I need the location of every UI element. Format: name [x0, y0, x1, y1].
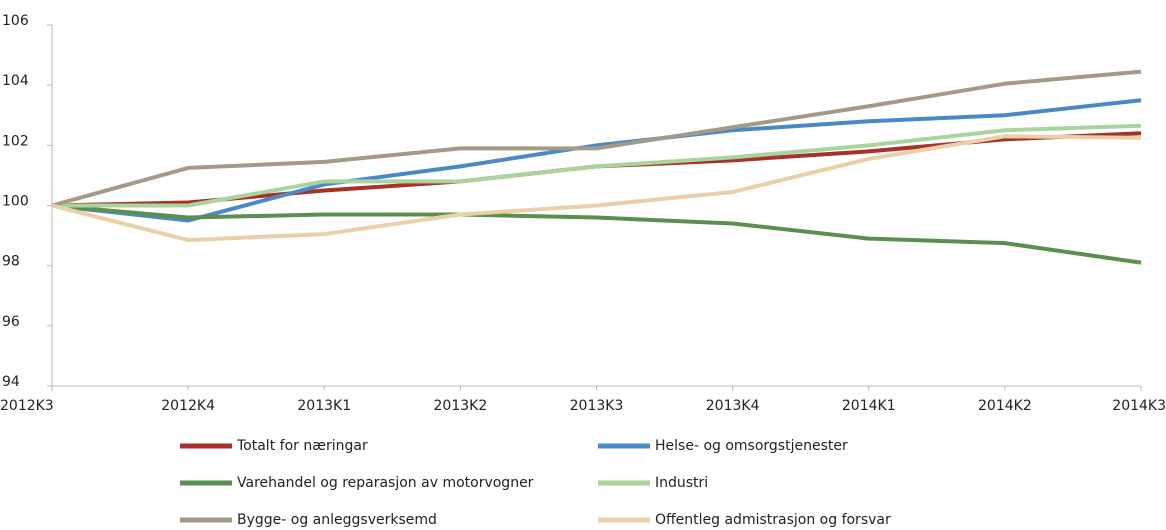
y-tick-label: 106 [2, 13, 29, 29]
legend-label: Helse- og omsorgstjenester [655, 438, 848, 454]
x-tick-label: 2013K2 [434, 398, 488, 414]
x-tick-label: 2013K1 [297, 398, 351, 414]
series-line [51, 203, 1142, 265]
series-line [51, 134, 1142, 243]
y-tick-label: 98 [2, 254, 20, 270]
x-tick-label: 2014K3 [1112, 398, 1166, 414]
x-tick-label: 2013K3 [570, 398, 624, 414]
y-tick-label: 96 [2, 314, 20, 330]
x-tick-label: 2013K4 [706, 398, 760, 414]
series-line [52, 123, 1142, 208]
y-tick-label: 104 [2, 73, 29, 89]
series-line [51, 69, 1142, 208]
series-line [51, 98, 1142, 223]
legend-label: Bygge- og anleggsverksemd [237, 512, 437, 528]
x-tick-label: 2014K1 [842, 398, 896, 414]
legend-label: Totalt for næringar [236, 438, 368, 454]
y-tick-label: 102 [2, 133, 29, 149]
legend-label: Industri [655, 475, 708, 491]
legend-label: Offentleg admistrasjon og forsvar [655, 512, 891, 528]
y-tick-label: 94 [2, 374, 20, 390]
x-tick-label: 2014K2 [978, 398, 1032, 414]
legend-label: Varehandel og reparasjon av motorvogner [237, 475, 534, 491]
y-tick-label: 100 [2, 194, 29, 210]
x-tick-label: 2012K3 [0, 398, 54, 414]
x-tick-label: 2012K4 [161, 398, 215, 414]
